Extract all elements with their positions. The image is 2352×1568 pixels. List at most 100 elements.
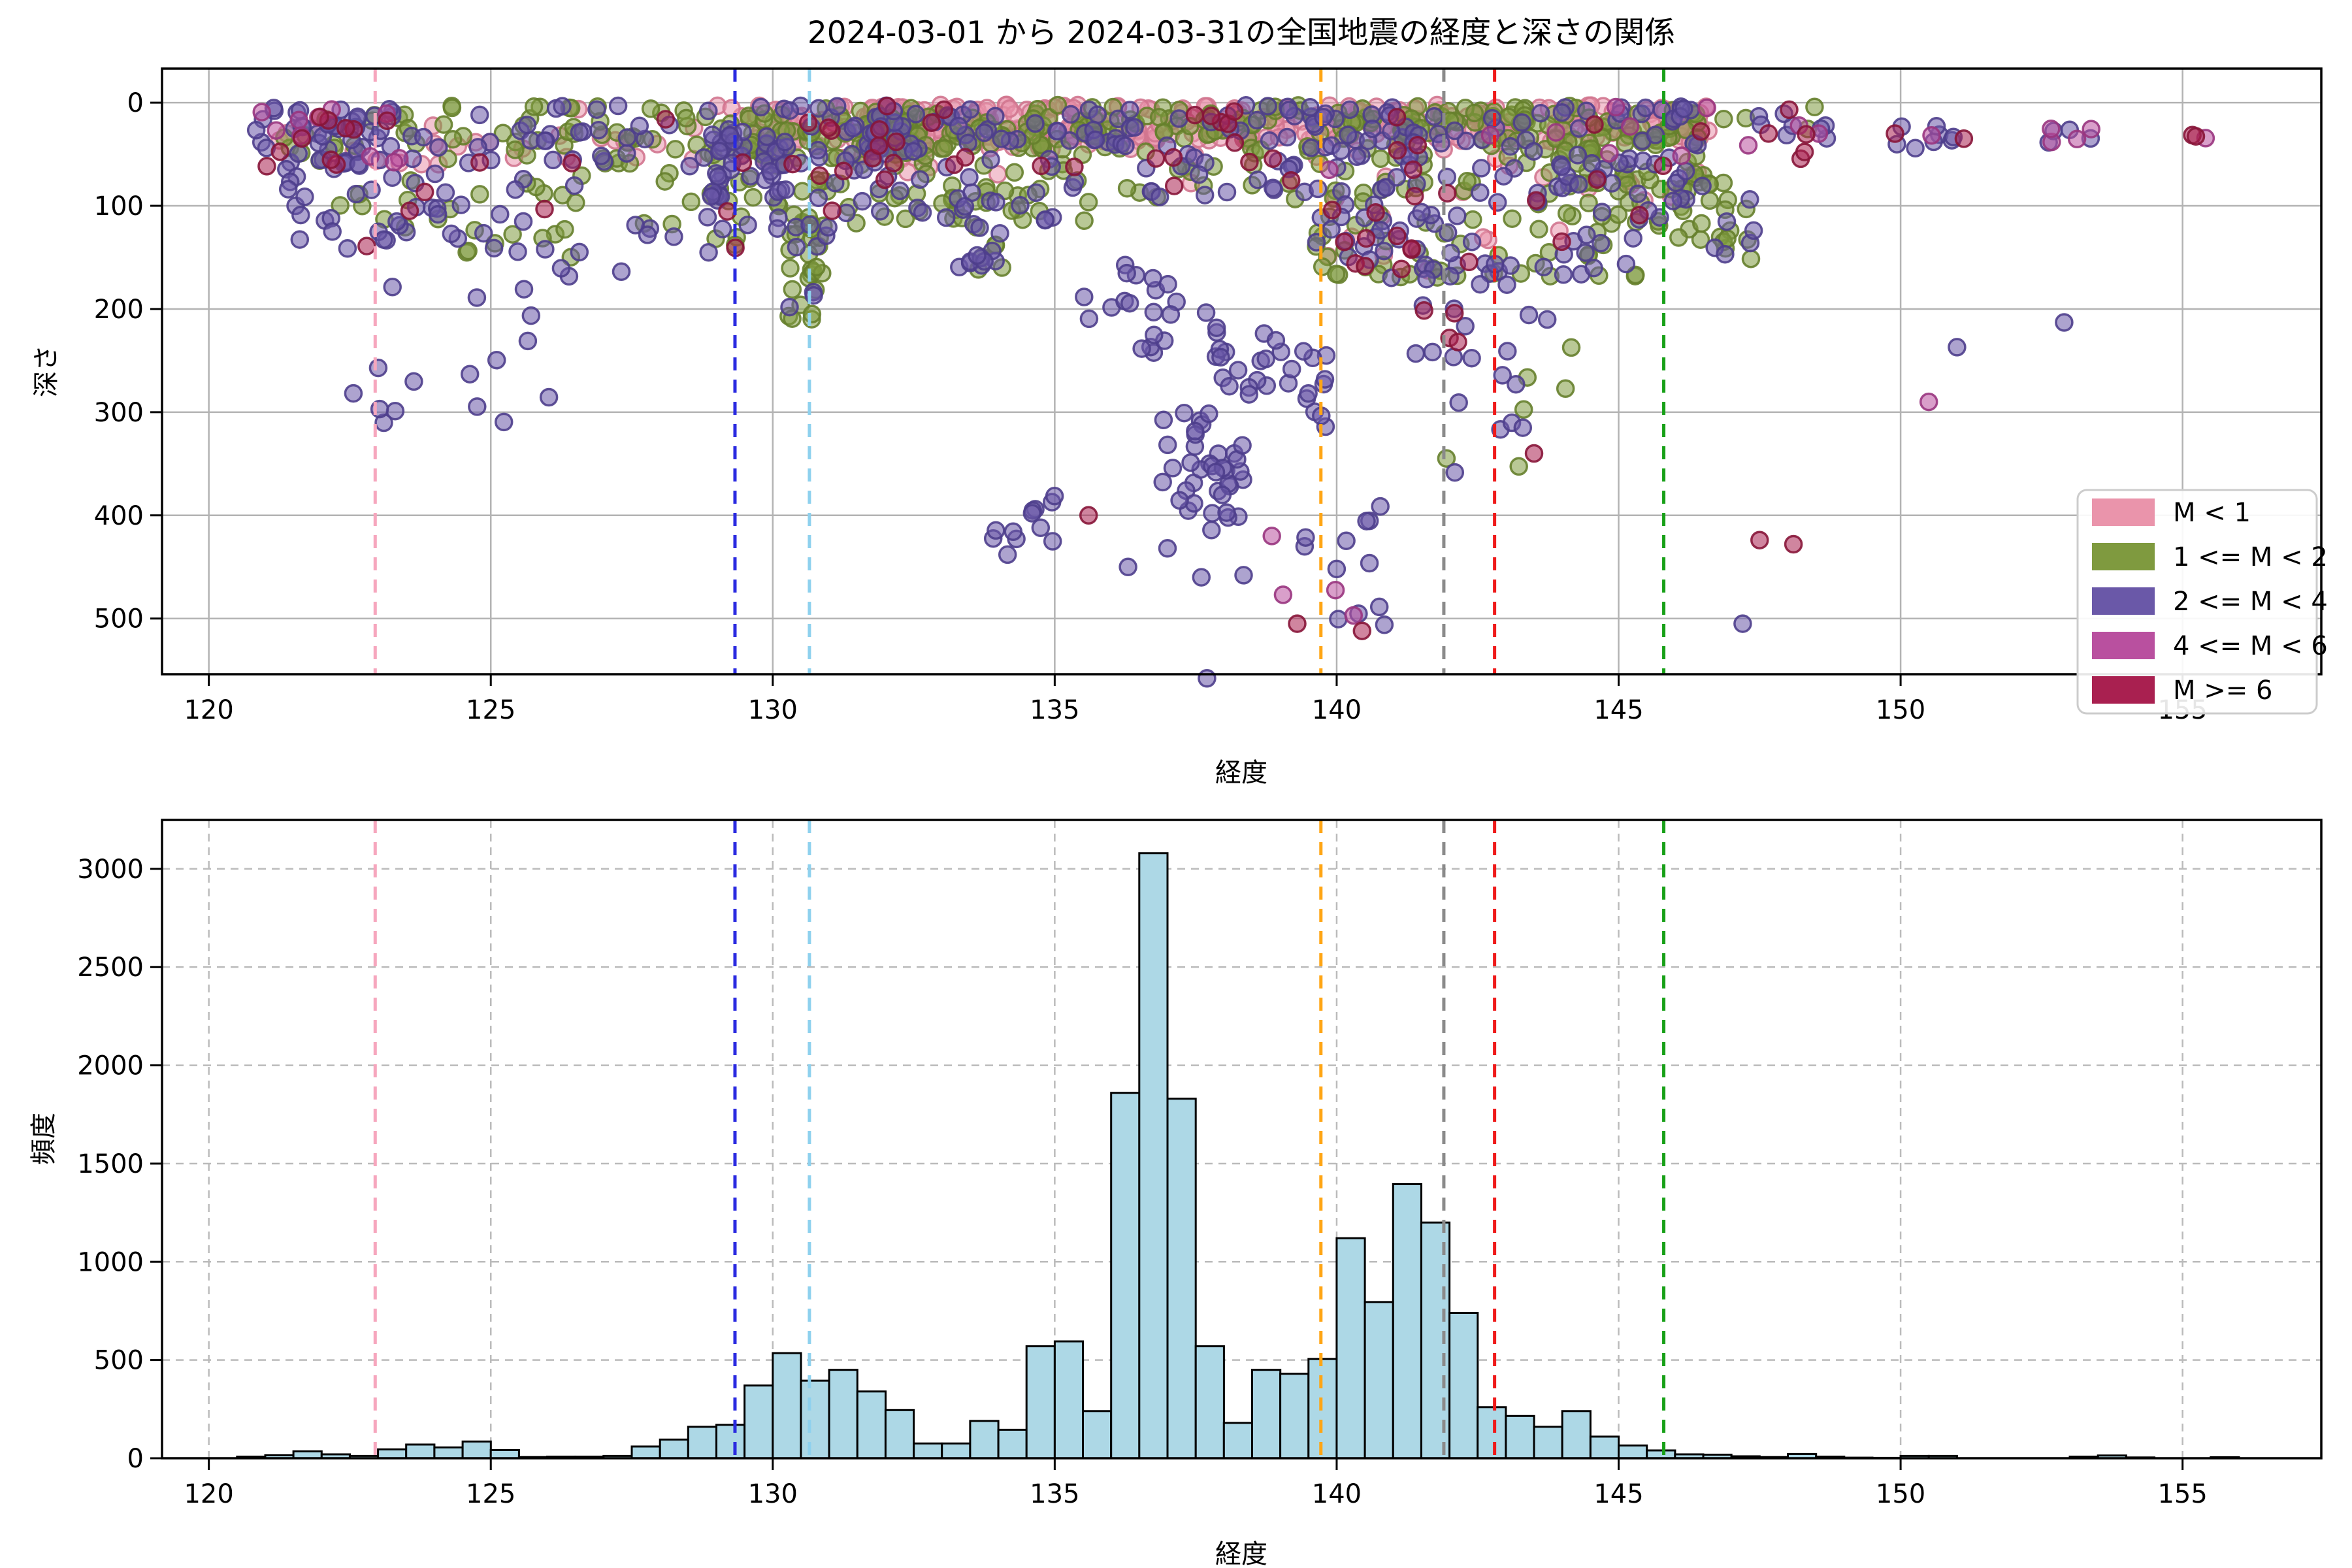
scatter-point [981, 150, 1000, 169]
scatter-point [295, 188, 314, 206]
scatter-point [506, 140, 525, 159]
scatter-point [708, 167, 728, 186]
scatter-point [1529, 220, 1548, 239]
scatter-point [1239, 385, 1259, 404]
scatter-point [1552, 157, 1571, 176]
scatter-point [722, 99, 741, 118]
scatter-point [780, 297, 799, 317]
scatter-point [1784, 534, 1803, 554]
scatter-point [290, 230, 310, 249]
scatter-point [564, 176, 584, 195]
scatter-point [987, 521, 1005, 540]
scatter-point [1296, 528, 1315, 547]
scatter-point [267, 121, 286, 140]
scatter-point [823, 201, 841, 220]
scatter-point [544, 150, 563, 170]
scatter-point [484, 238, 504, 258]
histogram-bar [1025, 1345, 1056, 1460]
y-tick-label: 1000 [77, 1247, 144, 1277]
histogram-bar [856, 1390, 887, 1460]
scatter-point [757, 127, 776, 146]
scatter-point [1170, 491, 1189, 510]
scatter-point [323, 222, 342, 241]
scatter-point [368, 358, 388, 378]
scatter-point [787, 238, 806, 257]
scatter-point [1740, 190, 1759, 209]
scatter-point [1307, 233, 1326, 252]
scatter-point [906, 105, 926, 123]
scatter-point [1576, 101, 1596, 121]
histogram-gridlines [162, 820, 2321, 1458]
scatter-point [638, 225, 657, 244]
scatter-point [680, 157, 699, 176]
scatter-point [1079, 193, 1098, 212]
scatter-point [1248, 171, 1267, 189]
scatter-point [491, 204, 510, 224]
scatter-point [1371, 221, 1390, 240]
scatter-point [743, 188, 763, 207]
scatter-point [1552, 103, 1572, 122]
y-tick-label: 1500 [77, 1149, 144, 1179]
scatter-point [702, 187, 721, 206]
scatter-point [1060, 131, 1079, 150]
scatter-point [1471, 274, 1490, 294]
scatter-point [870, 202, 890, 221]
scatter-point [1281, 171, 1301, 190]
scatter-point [1337, 531, 1356, 551]
scatter-point [459, 241, 478, 261]
scatter-point [1512, 113, 1531, 132]
scatter-point [1441, 267, 1460, 286]
legend-entry: M < 1 [2092, 498, 2251, 528]
scatter-point [1471, 183, 1490, 203]
scatter-point [1211, 348, 1230, 367]
scatter-point [470, 153, 489, 172]
axis-ticks: 120 125 130 135 140 145 150 155 0 500 1000 1500 2000… [77, 855, 2208, 1509]
scatter-point [1886, 124, 1904, 143]
scatter-point [738, 215, 757, 235]
scatter-point [710, 142, 729, 161]
y-tick-label: 100 [94, 191, 144, 221]
y-tick-label: 3000 [77, 855, 144, 885]
scatter-point [1588, 170, 1607, 189]
histogram-bar [1505, 1414, 1535, 1460]
scatter-point [875, 170, 894, 189]
scatter-point [1163, 459, 1183, 478]
scatter-point [344, 384, 363, 403]
scatter-point [1266, 331, 1286, 350]
scatter-point [1744, 221, 1763, 240]
scatter-point [936, 208, 956, 227]
scatter-point [487, 350, 506, 370]
scatter-point [1117, 178, 1137, 198]
histogram-bar [405, 1443, 436, 1460]
scatter-point [890, 181, 909, 201]
scatter-point [1577, 225, 1596, 244]
scatter-point [1192, 568, 1211, 587]
y-tick-label: 300 [94, 398, 144, 428]
y-tick-label: 2500 [77, 953, 144, 983]
scatter-point [346, 184, 366, 204]
scatter-point [617, 128, 637, 147]
scatter-point [617, 144, 636, 163]
scatter-point [1299, 384, 1318, 403]
scatter-point [1031, 518, 1051, 538]
x-tick-label: 130 [748, 1479, 798, 1509]
scatter-point [1005, 163, 1024, 182]
scatter-point [1196, 303, 1216, 322]
scatter-point [887, 132, 906, 152]
legend-swatch-icon [2092, 587, 2155, 615]
scatter-point [1672, 146, 1691, 165]
scatter-point [1132, 339, 1151, 358]
histogram-bar [377, 1448, 408, 1460]
scatter-point [1402, 239, 1421, 258]
scatter-point [467, 288, 487, 307]
scatter-point [960, 168, 979, 187]
scatter-point [1189, 165, 1209, 184]
scatter-point [1692, 214, 1711, 233]
scatter-point [1616, 254, 1636, 274]
scatter-point [1279, 101, 1299, 120]
scatter-point [468, 138, 487, 157]
scatter-point [970, 218, 989, 237]
scatter-point [1403, 160, 1423, 180]
scatter-point [1534, 257, 1554, 277]
